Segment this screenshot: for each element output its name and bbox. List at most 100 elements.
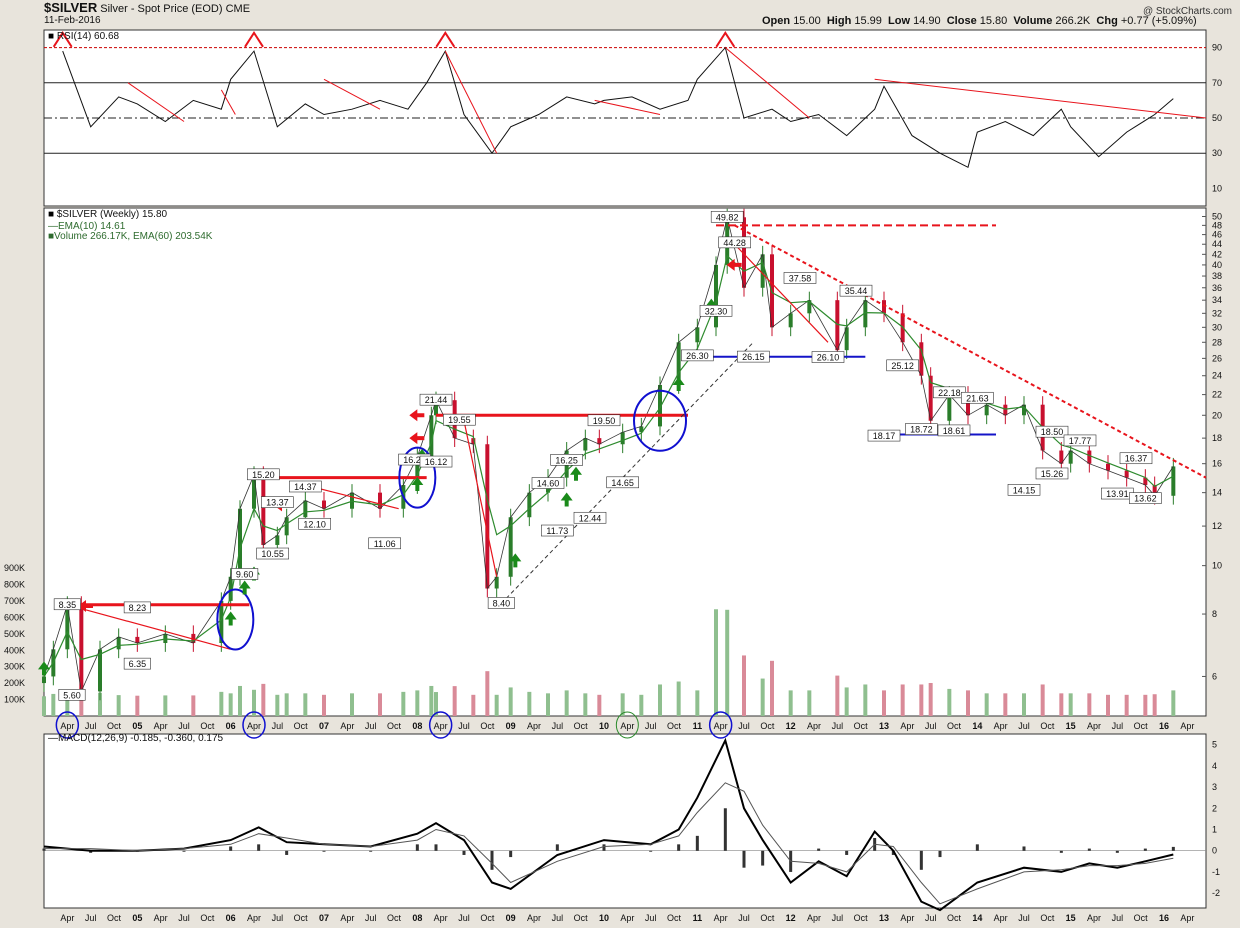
- macd-histogram-bar: [42, 848, 46, 851]
- price-xtick-Apr: Apr: [340, 721, 354, 731]
- price-label: 9.60: [236, 569, 254, 579]
- buy-arrow-6: [509, 553, 522, 568]
- volume-bar: [350, 693, 354, 716]
- price-candle-body: [98, 649, 102, 692]
- price-label: 6.35: [129, 659, 147, 669]
- price-tick-22: 22: [1212, 390, 1222, 400]
- ema-legend: —EMA(10) 14.61: [48, 221, 126, 232]
- price-candle-body: [238, 508, 242, 577]
- price-tick-48: 48: [1212, 220, 1222, 230]
- volume-bar: [1171, 690, 1176, 716]
- price-xtick-Jul: Jul: [272, 721, 284, 731]
- volume-bar: [284, 693, 289, 716]
- volume-bar: [401, 691, 406, 716]
- price-label: 8.23: [129, 603, 147, 613]
- price-label-box: [419, 393, 453, 406]
- price-xtick-Oct: Oct: [294, 721, 309, 731]
- price-xtick-Oct: Oct: [947, 721, 962, 731]
- chart-date: 11-Feb-2016: [44, 15, 101, 26]
- volume-bar: [1022, 693, 1026, 716]
- price-xtick-Oct: Oct: [1040, 721, 1055, 731]
- minor-trendline-2: [463, 420, 498, 577]
- macd-xtick-Jul: Jul: [85, 913, 97, 923]
- price-xtick-Apr: Apr: [154, 721, 168, 731]
- volume-bar: [676, 681, 681, 716]
- price-tick-32: 32: [1212, 308, 1222, 318]
- price-tick-28: 28: [1212, 337, 1222, 347]
- price-candle-body: [1059, 450, 1064, 464]
- rsi-trendline-4: [594, 99, 661, 115]
- price-label: 19.55: [448, 415, 471, 425]
- volume-bar: [471, 694, 476, 716]
- price-tick-8: 8: [1212, 609, 1217, 619]
- price-label-box: [783, 272, 817, 284]
- macd-xtick-15: 15: [1066, 913, 1076, 923]
- price-label-box: [261, 496, 294, 508]
- volume-tick-700K: 700K: [4, 596, 25, 606]
- price-xtick-Apr: Apr: [527, 721, 541, 731]
- buy-arrow-1: [224, 611, 237, 626]
- price-label: 5.60: [63, 690, 81, 700]
- price-tick-16: 16: [1212, 459, 1222, 469]
- price-candle-body: [219, 600, 224, 644]
- volume-bar: [1124, 694, 1129, 716]
- macd-tick--2: -2: [1212, 888, 1220, 898]
- macd-histogram-bar: [938, 850, 942, 858]
- price-xtick-Oct: Oct: [480, 721, 495, 731]
- macd-xtick-Apr: Apr: [434, 913, 448, 923]
- price-xtick-Jul: Jul: [458, 721, 470, 731]
- low-value: 14.90: [913, 15, 941, 27]
- macd-xtick-13: 13: [879, 913, 889, 923]
- macd-xtick-05: 05: [132, 913, 142, 923]
- price-xtick-Apr: Apr: [434, 721, 448, 731]
- volume-bar: [844, 687, 849, 716]
- volume-legend: ■Volume 266.17K, EMA(60) 203.54K: [48, 231, 213, 242]
- volume-bar: [984, 693, 989, 716]
- price-label: 49.82: [716, 212, 739, 222]
- macd-histogram-bar: [919, 850, 923, 870]
- rsi-tick-50: 50: [1212, 113, 1222, 123]
- volume-bar: [597, 694, 602, 716]
- volume-bar: [725, 609, 730, 716]
- price-candle-body: [322, 500, 326, 509]
- volume-bar: [835, 675, 840, 716]
- april-circle-3: [708, 711, 733, 739]
- volume-bar: [42, 696, 46, 716]
- price-xtick-Jul: Jul: [1112, 721, 1124, 731]
- macd-histogram-bar: [322, 850, 326, 852]
- macd-xtick-Oct: Oct: [667, 913, 682, 923]
- price-candle-body: [191, 633, 196, 644]
- uptrend-dashed-line: [500, 341, 754, 604]
- volume-tick-200K: 200K: [4, 678, 25, 688]
- rsi-tick-70: 70: [1212, 78, 1222, 88]
- april-circle-1: [242, 711, 266, 739]
- macd-xtick-Apr: Apr: [60, 913, 74, 923]
- macd-histogram-bar: [1143, 848, 1147, 851]
- volume-bar: [807, 690, 812, 716]
- price-label: 14.15: [1013, 485, 1036, 495]
- volume-bar: [252, 689, 256, 716]
- buy-arrow-7: [560, 492, 573, 507]
- macd-histogram-bar: [1171, 846, 1175, 851]
- macd-tick-2: 2: [1212, 803, 1217, 813]
- price-tick-34: 34: [1212, 295, 1222, 305]
- volume-bar: [135, 695, 140, 716]
- price-xtick-14: 14: [972, 721, 982, 731]
- macd-histogram-bar: [285, 850, 289, 855]
- macd-histogram-bar: [1115, 850, 1119, 853]
- volume-bar: [900, 684, 905, 716]
- price-tick-24: 24: [1212, 371, 1222, 381]
- price-candle-body: [116, 636, 121, 650]
- volume-bar: [98, 692, 102, 716]
- price-tick-26: 26: [1212, 353, 1222, 363]
- price-candle-body: [760, 254, 765, 288]
- volume-bar: [760, 678, 765, 716]
- macd-histogram-bar: [677, 844, 681, 851]
- price-label-box: [1035, 467, 1069, 480]
- price-xtick-Jul: Jul: [1018, 721, 1030, 731]
- price-xtick-Apr: Apr: [60, 721, 74, 731]
- rsi-line: [62, 46, 1174, 169]
- price-candle-body: [1152, 485, 1157, 496]
- price-tick-10: 10: [1212, 561, 1222, 571]
